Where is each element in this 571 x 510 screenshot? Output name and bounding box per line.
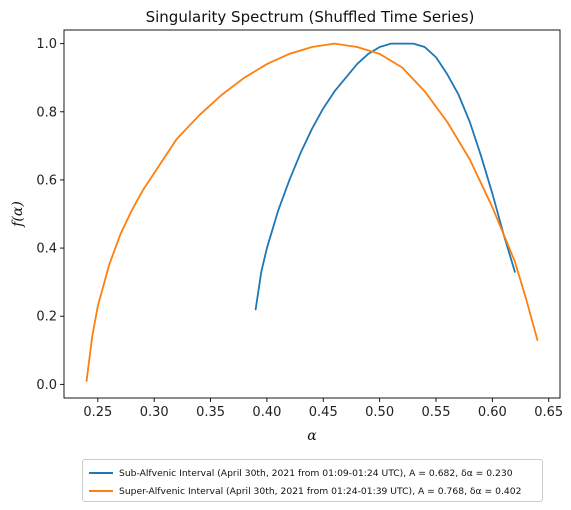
x-axis-label: α [307, 428, 317, 444]
x-tick-label: 0.45 [309, 405, 338, 420]
y-axis: 0.0 0.2 0.4 0.6 0.8 1.0 [36, 37, 64, 393]
x-tick-label: 0.35 [196, 405, 225, 420]
legend-swatch-sub-alfvenic [89, 472, 113, 474]
legend-item-sub-alfvenic: Sub-Alfvenic Interval (April 30th, 2021 … [89, 465, 513, 481]
x-tick-label: 0.55 [422, 405, 451, 420]
y-axis-label: f(α) [10, 201, 26, 228]
y-tick-label: 0.0 [36, 378, 57, 393]
series-lines [85, 42, 539, 382]
x-tick-label: 0.40 [252, 405, 281, 420]
x-tick-label: 0.30 [140, 405, 169, 420]
plot-area [63, 29, 561, 399]
legend-item-super-alfvenic: Super-Alfvenic Interval (April 30th, 202… [89, 483, 521, 499]
series-line-0 [254, 42, 516, 311]
x-tick-label: 0.25 [83, 405, 112, 420]
x-tick-label: 0.50 [365, 405, 394, 420]
y-tick-label: 1.0 [36, 37, 57, 52]
y-tick-label: 0.4 [36, 242, 57, 257]
y-tick-label: 0.2 [36, 310, 57, 325]
legend: Sub-Alfvenic Interval (April 30th, 2021 … [82, 459, 543, 502]
x-tick-label: 0.65 [534, 405, 563, 420]
x-tick-label: 0.60 [478, 405, 507, 420]
series-line-1 [85, 42, 539, 382]
legend-label-super-alfvenic: Super-Alfvenic Interval (April 30th, 202… [119, 485, 522, 497]
legend-swatch-super-alfvenic [89, 490, 113, 492]
chart-title: Singularity Spectrum (Shuffled Time Seri… [146, 8, 475, 26]
legend-label-sub-alfvenic: Sub-Alfvenic Interval (April 30th, 2021 … [119, 467, 513, 479]
x-axis: 0.25 0.30 0.35 0.40 0.45 0.50 0.55 0.60 0.65 [83, 398, 563, 420]
y-tick-label: 0.8 [36, 105, 57, 120]
y-tick-label: 0.6 [36, 173, 57, 188]
